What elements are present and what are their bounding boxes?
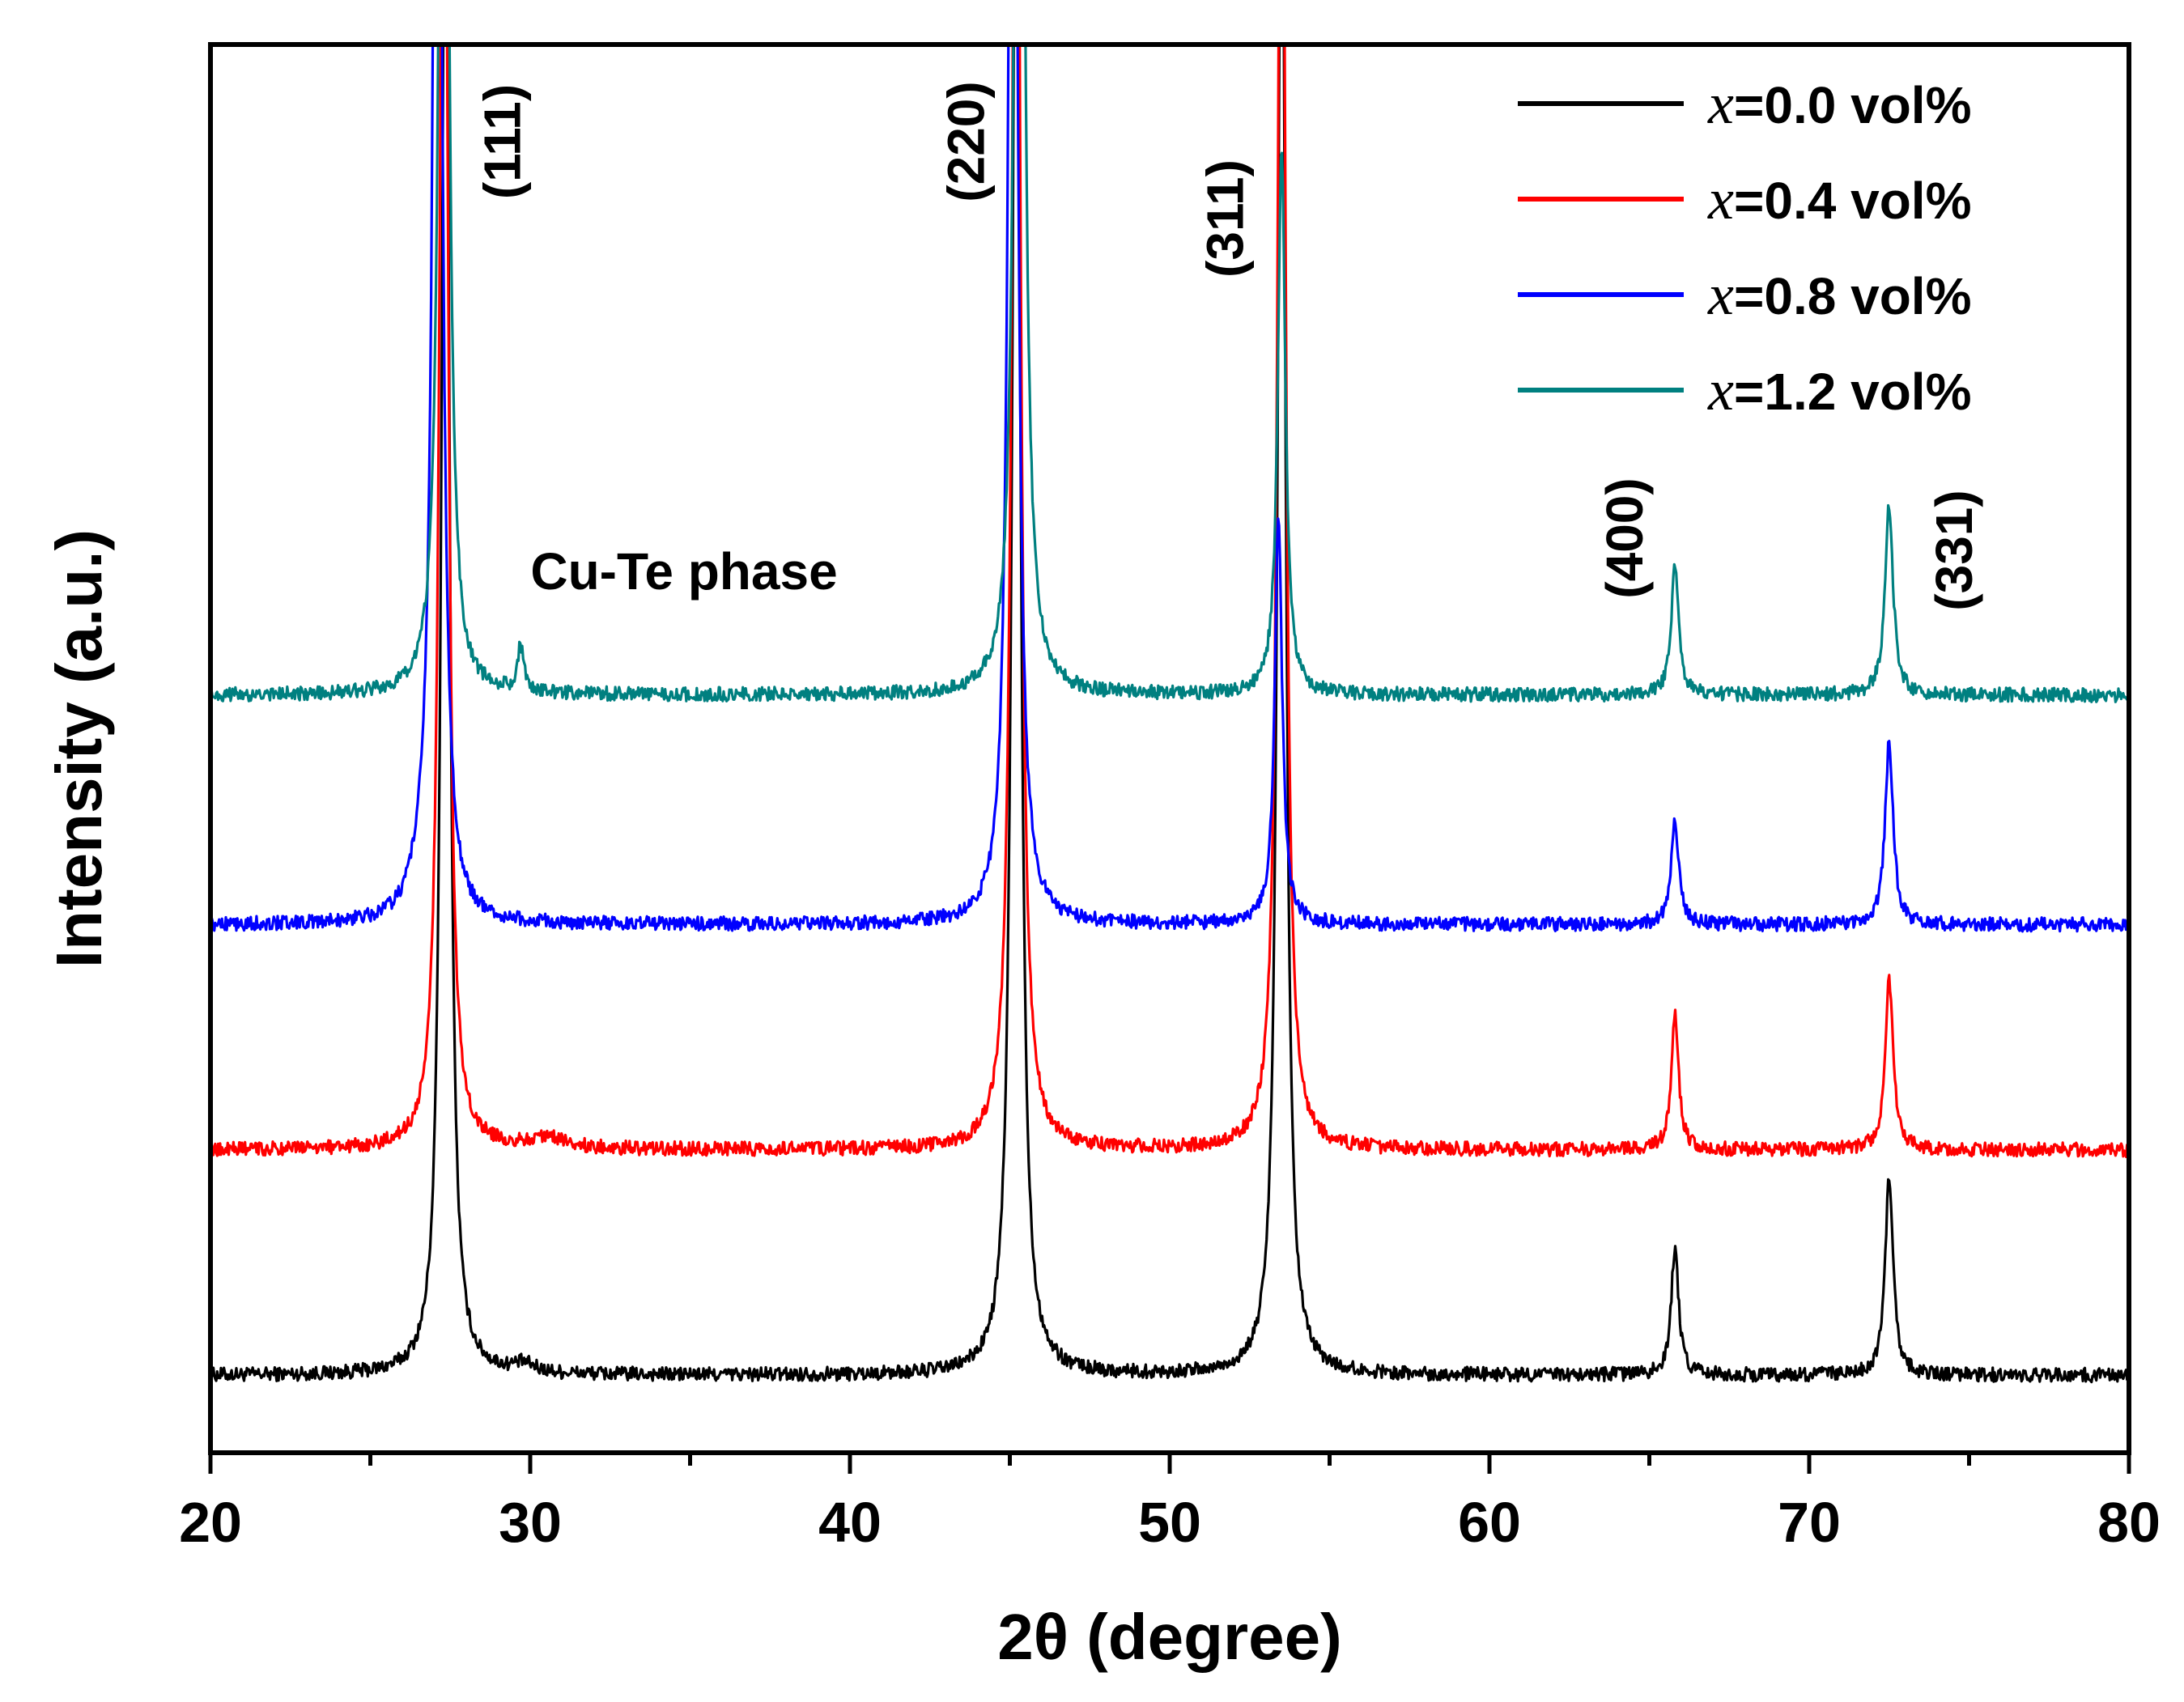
legend-entry-0: x=0.0 vol% [1707, 71, 1971, 136]
series-line-0 [210, 45, 2129, 1384]
x-tick-label: 70 [1778, 1491, 1841, 1554]
label-layer: (111) (220) (311) (400) (331) Cu-Te phase [473, 81, 1982, 610]
series-line-1 [210, 45, 2129, 1159]
series-line-3 [210, 45, 2129, 703]
peak-label-111: (111) [473, 84, 531, 199]
legend-entry-3: x=1.2 vol% [1707, 358, 1971, 422]
x-axis-label: 2θ (degree) [997, 1601, 1342, 1673]
x-tick-label: 40 [818, 1491, 882, 1554]
cu-te-phase-annotation: Cu-Te phase [530, 542, 837, 601]
x-tick-label: 80 [2097, 1491, 2161, 1554]
legend-entry-2: x=0.8 vol% [1707, 262, 1971, 327]
legend-entry-1: x=0.4 vol% [1707, 167, 1971, 231]
series-layer [210, 45, 2129, 1384]
legend: x=0.0 vol% x=0.4 vol% x=0.8 vol% x=1.2 vol% [1518, 71, 1971, 422]
tick-layer: 20 30 40 50 60 70 80 [179, 1453, 2161, 1554]
y-axis-label: Intensity (a.u.) [43, 529, 115, 968]
peak-label-220: (220) [937, 81, 995, 202]
series-line-2 [210, 45, 2129, 933]
peak-label-400: (400) [1596, 477, 1654, 598]
x-tick-label: 30 [499, 1491, 562, 1554]
peak-label-311: (311) [1196, 159, 1254, 278]
x-tick-label: 20 [179, 1491, 242, 1554]
x-tick-label: 60 [1458, 1491, 1521, 1554]
x-tick-label: 50 [1138, 1491, 1201, 1554]
peak-label-331: (331) [1925, 490, 1983, 610]
